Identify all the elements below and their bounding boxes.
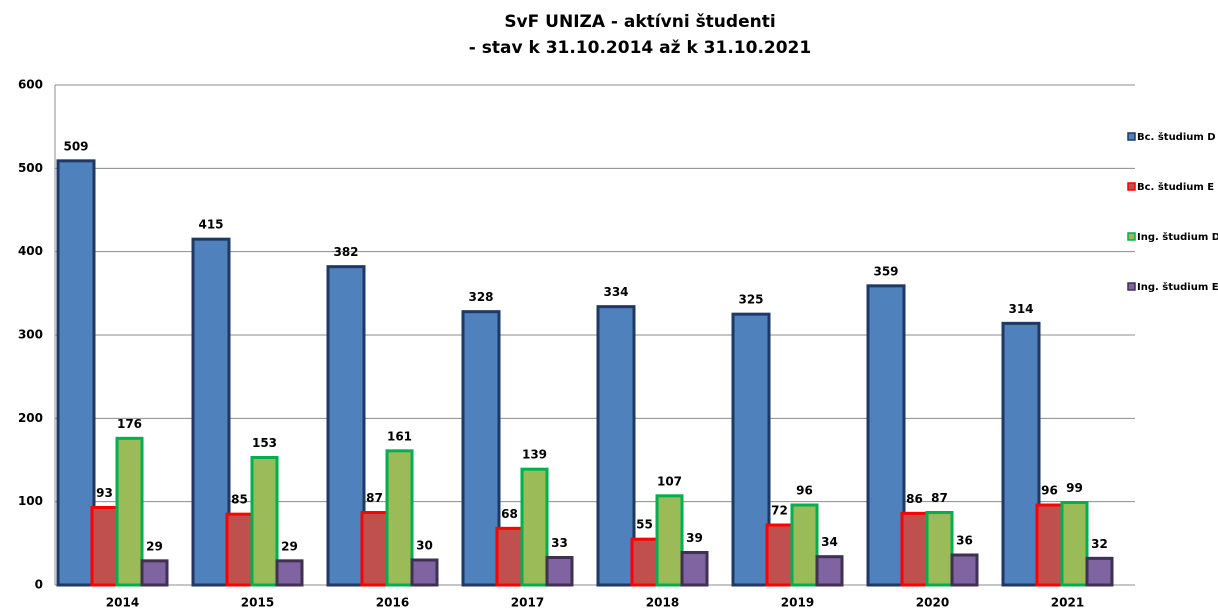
bar bbox=[360, 511, 389, 587]
value-label: 34 bbox=[821, 535, 838, 549]
y-tick-label: 400 bbox=[18, 244, 43, 258]
value-label: 96 bbox=[796, 484, 813, 498]
y-tick-label: 200 bbox=[18, 411, 43, 425]
value-label: 334 bbox=[603, 285, 628, 299]
y-tick-label: 600 bbox=[18, 78, 43, 92]
x-tick-label: 2015 bbox=[241, 596, 274, 610]
x-tick-label: 2017 bbox=[511, 596, 544, 610]
value-label: 86 bbox=[906, 492, 923, 506]
bar bbox=[115, 436, 144, 587]
bar bbox=[495, 526, 524, 587]
bar bbox=[1060, 501, 1089, 587]
y-tick-label: 100 bbox=[18, 494, 43, 508]
value-label: 96 bbox=[1041, 484, 1058, 498]
bar bbox=[790, 503, 819, 587]
y-tick-label: 300 bbox=[18, 328, 43, 342]
value-label: 415 bbox=[198, 218, 223, 232]
bar bbox=[191, 237, 231, 587]
value-label: 33 bbox=[551, 536, 568, 550]
bar bbox=[866, 284, 906, 587]
bar bbox=[385, 449, 414, 587]
bar bbox=[461, 310, 501, 587]
x-tick-label: 2019 bbox=[781, 596, 814, 610]
legend-swatch bbox=[1127, 282, 1136, 291]
bar bbox=[90, 506, 119, 587]
bar bbox=[655, 494, 684, 587]
legend-label: Ing. študium E bbox=[1137, 281, 1218, 293]
value-label: 325 bbox=[738, 293, 763, 307]
chart-title: - stav k 31.10.2014 až k 31.10.2021 bbox=[469, 38, 811, 58]
value-label: 176 bbox=[117, 417, 142, 431]
legend-label: Bc. študium E bbox=[1137, 181, 1214, 193]
bar bbox=[925, 511, 954, 587]
bar bbox=[140, 559, 169, 587]
value-label: 139 bbox=[522, 448, 547, 462]
bar bbox=[765, 523, 794, 587]
x-tick-label: 2016 bbox=[376, 596, 409, 610]
value-label: 72 bbox=[771, 504, 788, 518]
bar bbox=[680, 551, 709, 587]
value-label: 359 bbox=[873, 264, 898, 278]
value-label: 509 bbox=[63, 139, 88, 153]
bar bbox=[250, 456, 279, 587]
bar bbox=[520, 467, 549, 587]
bar bbox=[731, 312, 771, 587]
value-label: 39 bbox=[686, 531, 703, 545]
y-tick-label: 500 bbox=[18, 161, 43, 175]
legend-swatch bbox=[1127, 132, 1136, 141]
x-tick-label: 2014 bbox=[106, 596, 139, 610]
bar bbox=[225, 512, 254, 587]
bar bbox=[326, 265, 366, 587]
value-label: 382 bbox=[333, 245, 358, 259]
x-tick-label: 2021 bbox=[1051, 596, 1084, 610]
legend-label: Bc. študium D bbox=[1137, 131, 1216, 143]
bar bbox=[1001, 321, 1041, 587]
value-label: 36 bbox=[956, 534, 973, 548]
x-tick-label: 2018 bbox=[646, 596, 679, 610]
value-label: 55 bbox=[636, 518, 653, 532]
x-tick-label: 2020 bbox=[916, 596, 949, 610]
bar bbox=[410, 558, 439, 587]
value-label: 30 bbox=[416, 539, 433, 553]
chart-title: SvF UNIZA - aktívni študenti bbox=[504, 12, 775, 32]
value-label: 314 bbox=[1008, 302, 1033, 316]
y-tick-label: 0 bbox=[35, 578, 43, 592]
value-label: 68 bbox=[501, 507, 518, 521]
value-label: 328 bbox=[468, 290, 493, 304]
legend-swatch bbox=[1127, 182, 1136, 191]
value-label: 87 bbox=[931, 491, 948, 505]
legend-label: Ing. študium D bbox=[1137, 231, 1218, 243]
bar bbox=[596, 305, 636, 587]
value-label: 87 bbox=[366, 491, 383, 505]
value-label: 107 bbox=[657, 474, 682, 488]
bar bbox=[275, 559, 304, 587]
value-label: 29 bbox=[281, 539, 298, 553]
bar bbox=[1035, 503, 1064, 587]
value-label: 153 bbox=[252, 436, 277, 450]
value-label: 161 bbox=[387, 429, 412, 443]
legend-swatch bbox=[1127, 232, 1136, 241]
value-label: 29 bbox=[146, 539, 163, 553]
bar bbox=[950, 553, 979, 587]
value-label: 85 bbox=[231, 493, 248, 507]
bar bbox=[56, 159, 96, 587]
value-label: 32 bbox=[1091, 537, 1108, 551]
bar bbox=[900, 511, 929, 587]
bar bbox=[1085, 556, 1114, 587]
value-label: 99 bbox=[1066, 481, 1083, 495]
value-label: 93 bbox=[96, 486, 113, 500]
bar bbox=[545, 556, 574, 587]
bar bbox=[815, 555, 844, 587]
bar bbox=[630, 537, 659, 587]
